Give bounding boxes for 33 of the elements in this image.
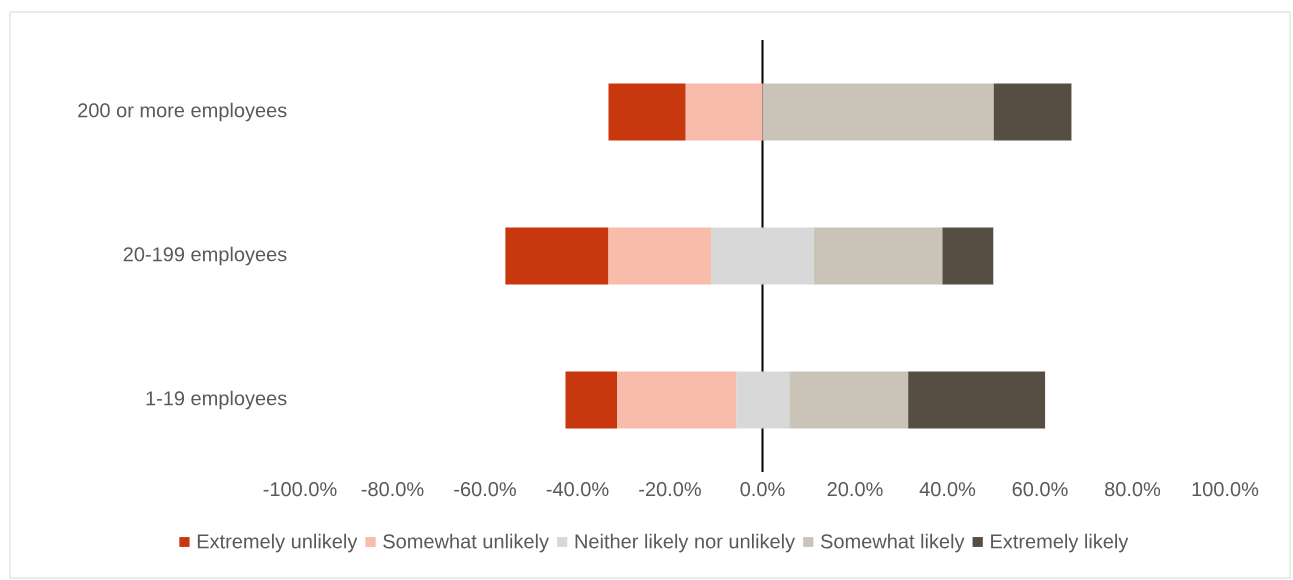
x-tick-label: 0.0% — [740, 482, 785, 497]
x-tick-label: -100.0% — [263, 482, 337, 497]
x-tick-label: 20.0% — [827, 482, 883, 497]
bar — [813, 227, 943, 285]
bar — [908, 371, 1046, 429]
x-tick-label: 40.0% — [919, 482, 976, 497]
bar — [993, 83, 1072, 141]
bar — [565, 371, 618, 429]
bar — [685, 83, 763, 141]
bar — [789, 371, 909, 429]
bar — [505, 227, 609, 285]
x-tick-label: 100.0% — [1192, 482, 1259, 497]
bar — [617, 371, 737, 429]
x-tick-label: -80.0% — [361, 482, 424, 497]
bar — [736, 371, 790, 429]
legend-label: Somewhat likely — [820, 533, 965, 553]
x-tick-label: -60.0% — [454, 482, 516, 497]
legend-label: Extremely unlikely — [197, 533, 358, 553]
y-tick-label: 1-19 employees — [146, 390, 287, 410]
legend-label: Extremely likely — [991, 533, 1129, 553]
bar — [942, 227, 994, 285]
x-tick-label: 80.0% — [1105, 482, 1161, 497]
bar — [711, 227, 814, 285]
bar — [608, 227, 712, 285]
x-tick-label: 60.0% — [1012, 482, 1068, 497]
x-tick-label: -40.0% — [546, 482, 609, 497]
y-tick-label: 20-199 employees — [123, 246, 287, 266]
y-tick-label: 200 or more employees — [78, 102, 287, 122]
x-tick-label: -20.0% — [639, 482, 701, 497]
bar — [608, 83, 686, 141]
legend-label: Somewhat unlikely — [383, 533, 549, 553]
bar — [762, 83, 994, 141]
legend-label: Neither likely nor unlikely — [575, 533, 796, 553]
